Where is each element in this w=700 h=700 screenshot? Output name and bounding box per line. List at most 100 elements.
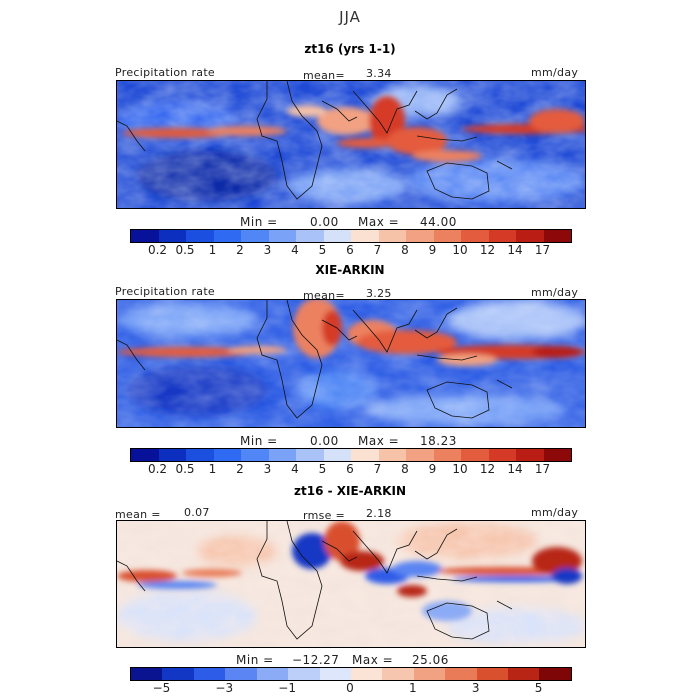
precip-colorbar-tick-label: 10	[452, 243, 468, 257]
precip-colorbar-swatch	[378, 230, 406, 242]
precip-colorbar-swatch	[131, 449, 159, 461]
panel2-colorbar	[130, 448, 572, 462]
diff-colorbar-swatch	[225, 668, 257, 680]
precip-colorbar-tick-label: 7	[373, 243, 382, 257]
diff-colorbar-tick-label: −5	[152, 681, 171, 695]
precip-colorbar-swatch	[433, 449, 461, 461]
diff-colorbar-swatch	[319, 668, 351, 680]
panel1-max-value: 44.00	[420, 215, 457, 229]
precip-colorbar-swatch	[461, 449, 489, 461]
panel2-title: XIE-ARKIN	[315, 263, 385, 277]
precip-colorbar-swatch	[213, 449, 241, 461]
precip-colorbar-tick-label: 9	[428, 243, 437, 257]
precip-colorbar-tick-label: 10	[452, 462, 468, 476]
precip-colorbar-swatch	[543, 230, 571, 242]
panel2-mean-label: mean=	[303, 289, 345, 302]
panel2-min-value: 0.00	[310, 434, 339, 448]
diff-colorbar-swatch	[382, 668, 414, 680]
diff-colorbar-tick-label: 0	[346, 681, 354, 695]
panel2-mean-value: 3.25	[366, 287, 392, 300]
precip-colorbar-tick-label: 5	[318, 462, 327, 476]
precip-colorbar-swatch	[351, 449, 379, 461]
precip-colorbar-swatch	[488, 449, 516, 461]
panel3-max-label: Max =	[352, 653, 394, 667]
panel3-units: mm/day	[531, 506, 579, 519]
precip-colorbar-swatch	[158, 230, 186, 242]
diff-colorbar-tick-label: 3	[471, 681, 480, 695]
panel1-colorbar	[130, 229, 572, 243]
panel1-title: zt16 (yrs 1-1)	[304, 42, 396, 56]
precip-colorbar-tick-label: 0.2	[147, 462, 168, 476]
precip-colorbar-tick-label: 17	[534, 462, 551, 476]
panel2-map	[116, 299, 586, 428]
diff-colorbar-swatch	[162, 668, 194, 680]
precip-colorbar-tick-label: 4	[291, 243, 299, 257]
panel3-mean-value: 0.07	[184, 506, 210, 519]
precip-colorbar-swatch	[323, 230, 351, 242]
precip-colorbar-swatch	[158, 449, 186, 461]
precip-colorbar-swatch	[268, 230, 296, 242]
panel1-mean-value: 3.34	[366, 67, 392, 80]
precip-colorbar-swatch	[351, 230, 379, 242]
precip-colorbar-tick-label: 1	[208, 462, 217, 476]
precip-colorbar-tick-label: 0.5	[175, 462, 195, 476]
precip-colorbar-swatch	[213, 230, 241, 242]
panel2-max-label: Max =	[358, 434, 400, 448]
panel3-min-label: Min =	[236, 653, 274, 667]
precip-colorbar-tick-label: 8	[401, 243, 409, 257]
precip-colorbar-tick-label: 6	[346, 243, 354, 257]
diff-colorbar-swatch	[193, 668, 226, 680]
panel1-map	[116, 80, 586, 209]
precip-colorbar-tick-label: 0.5	[175, 243, 195, 257]
precip-colorbar-swatch	[543, 449, 571, 461]
precip-colorbar-swatch	[241, 449, 269, 461]
panel3-rmse-value: 2.18	[366, 507, 392, 520]
precip-colorbar-swatch	[516, 230, 544, 242]
panel3-rmse-label: rmse =	[303, 509, 346, 522]
panel2-units: mm/day	[531, 286, 579, 299]
diff-colorbar-swatch	[539, 668, 571, 680]
precip-colorbar-tick-label: 4	[291, 462, 299, 476]
diff-colorbar-swatch	[256, 668, 289, 680]
panel1-mean-label: mean=	[303, 69, 345, 82]
precip-colorbar-swatch	[296, 449, 324, 461]
panel3-colorbar-ticks: −5 −3 −1 0 1 3 5	[130, 681, 570, 695]
panel3-min-value: −12.27	[292, 653, 340, 667]
precip-colorbar-tick-label: 3	[263, 243, 272, 257]
panel1-colorbar-ticks: 0.2 0.5 1 2 3 4 5 6 7 8 9 10 12 14 17	[130, 243, 570, 257]
diff-colorbar-swatch	[476, 668, 509, 680]
panel1-max-label: Max =	[358, 215, 400, 229]
diff-colorbar-swatch	[131, 668, 163, 680]
precip-colorbar-tick-label: 14	[507, 243, 523, 257]
precip-colorbar-swatch	[378, 449, 406, 461]
diff-colorbar-tick-label: 1	[409, 681, 417, 695]
precip-colorbar-tick-label: 6	[346, 462, 354, 476]
precip-colorbar-swatch	[461, 230, 489, 242]
diff-colorbar-tick-label: 5	[534, 681, 543, 695]
precip-colorbar-tick-label: 1	[208, 243, 217, 257]
precip-colorbar-tick-label: 14	[507, 462, 523, 476]
diff-colorbar-tick-label: −1	[278, 681, 296, 695]
precip-colorbar-swatch	[241, 230, 269, 242]
panel1-field-label: Precipitation rate	[115, 66, 215, 79]
precip-colorbar-swatch	[131, 230, 159, 242]
panel2-max-value: 18.23	[420, 434, 457, 448]
precip-colorbar-tick-label: 17	[534, 243, 551, 257]
precip-colorbar-swatch	[406, 449, 434, 461]
panel1-min-label: Min =	[240, 215, 278, 229]
diff-colorbar-swatch	[445, 668, 477, 680]
precip-colorbar-swatch	[516, 449, 544, 461]
panel1-min-value: 0.00	[310, 215, 339, 229]
diff-colorbar-swatch	[350, 668, 383, 680]
season-title: JJA	[339, 8, 361, 26]
precip-colorbar-swatch	[186, 449, 214, 461]
diff-colorbar-tick-label: −3	[215, 681, 234, 695]
panel3-map	[116, 520, 586, 648]
panel2-colorbar-ticks: 0.2 0.5 1 2 3 4 5 6 7 8 9 10 12 14 17	[130, 462, 570, 476]
precip-colorbar-tick-label: 3	[263, 462, 272, 476]
panel1-units: mm/day	[531, 66, 579, 79]
panel3-title: zt16 - XIE-ARKIN	[294, 484, 406, 498]
precip-colorbar-swatch	[268, 449, 296, 461]
diff-colorbar-swatch	[288, 668, 320, 680]
precip-colorbar-tick-label: 8	[401, 462, 409, 476]
